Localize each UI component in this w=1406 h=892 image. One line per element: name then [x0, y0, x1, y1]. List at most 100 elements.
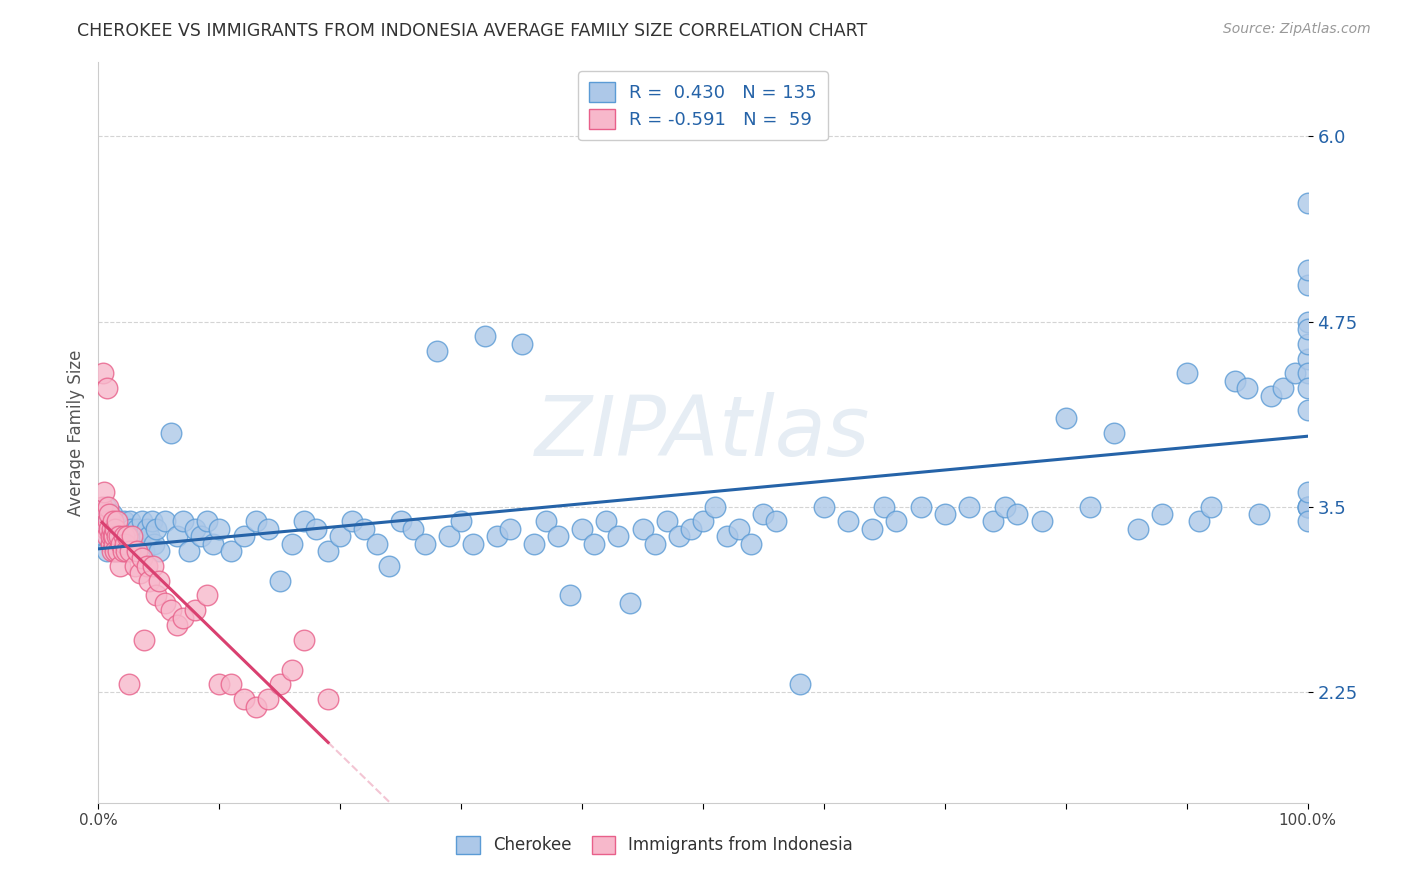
- Point: [752, 507, 775, 521]
- Point: [1296, 500, 1319, 514]
- Point: [486, 529, 509, 543]
- Point: [91, 500, 114, 514]
- Point: [316, 544, 339, 558]
- Point: [184, 522, 207, 536]
- Point: [143, 536, 166, 550]
- Point: [101, 529, 124, 543]
- Point: [474, 329, 496, 343]
- Point: [981, 515, 1004, 529]
- Point: [153, 596, 176, 610]
- Point: [873, 500, 896, 514]
- Point: [98, 522, 121, 536]
- Point: [463, 536, 485, 550]
- Point: [97, 515, 120, 529]
- Point: [97, 515, 120, 529]
- Point: [571, 522, 593, 536]
- Point: [534, 515, 557, 529]
- Point: [837, 515, 859, 529]
- Point: [105, 529, 128, 543]
- Point: [765, 515, 787, 529]
- Point: [153, 515, 176, 529]
- Point: [101, 515, 124, 529]
- Point: [94, 500, 117, 514]
- Point: [166, 618, 188, 632]
- Y-axis label: Average Family Size: Average Family Size: [66, 350, 84, 516]
- Text: ZIPAtlas: ZIPAtlas: [536, 392, 870, 473]
- Point: [1296, 403, 1319, 417]
- Point: [510, 336, 533, 351]
- Point: [1223, 374, 1246, 388]
- Point: [1249, 507, 1271, 521]
- Point: [111, 529, 134, 543]
- Point: [1296, 500, 1319, 514]
- Point: [195, 515, 218, 529]
- Point: [138, 529, 160, 543]
- Point: [740, 536, 762, 550]
- Point: [104, 522, 127, 536]
- Point: [934, 507, 956, 521]
- Point: [281, 663, 304, 677]
- Point: [450, 515, 472, 529]
- Point: [353, 522, 375, 536]
- Point: [607, 529, 630, 543]
- Point: [957, 500, 980, 514]
- Point: [111, 544, 134, 558]
- Point: [128, 536, 150, 550]
- Point: [1296, 262, 1319, 277]
- Point: [145, 589, 167, 603]
- Point: [97, 500, 120, 514]
- Point: [104, 544, 127, 558]
- Point: [1296, 515, 1319, 529]
- Point: [269, 574, 291, 588]
- Point: [813, 500, 835, 514]
- Text: CHEROKEE VS IMMIGRANTS FROM INDONESIA AVERAGE FAMILY SIZE CORRELATION CHART: CHEROKEE VS IMMIGRANTS FROM INDONESIA AV…: [77, 22, 868, 40]
- Point: [195, 589, 218, 603]
- Point: [104, 544, 127, 558]
- Point: [93, 484, 115, 499]
- Point: [135, 522, 157, 536]
- Point: [704, 500, 727, 514]
- Point: [1296, 196, 1319, 211]
- Point: [94, 522, 117, 536]
- Point: [121, 536, 143, 550]
- Point: [108, 529, 131, 543]
- Legend: Cherokee, Immigrants from Indonesia: Cherokee, Immigrants from Indonesia: [450, 829, 859, 861]
- Point: [108, 536, 131, 550]
- Point: [91, 367, 114, 381]
- Point: [134, 544, 156, 558]
- Point: [118, 544, 141, 558]
- Point: [668, 529, 690, 543]
- Point: [1128, 522, 1150, 536]
- Point: [208, 677, 231, 691]
- Point: [1296, 322, 1319, 336]
- Point: [100, 507, 122, 521]
- Point: [100, 544, 122, 558]
- Point: [1296, 500, 1319, 514]
- Point: [389, 515, 412, 529]
- Point: [716, 529, 738, 543]
- Point: [1296, 315, 1319, 329]
- Point: [329, 529, 352, 543]
- Point: [103, 536, 125, 550]
- Point: [1199, 500, 1222, 514]
- Point: [93, 529, 115, 543]
- Point: [269, 677, 291, 691]
- Point: [184, 603, 207, 617]
- Point: [96, 381, 118, 395]
- Point: [105, 515, 128, 529]
- Point: [426, 344, 449, 359]
- Text: Source: ZipAtlas.com: Source: ZipAtlas.com: [1223, 22, 1371, 37]
- Point: [1296, 277, 1319, 292]
- Point: [256, 522, 278, 536]
- Point: [547, 529, 569, 543]
- Point: [256, 692, 278, 706]
- Point: [108, 522, 131, 536]
- Point: [655, 515, 678, 529]
- Point: [114, 536, 136, 550]
- Point: [115, 544, 138, 558]
- Point: [1078, 500, 1101, 514]
- Point: [145, 522, 167, 536]
- Point: [679, 522, 702, 536]
- Point: [1188, 515, 1211, 529]
- Point: [1102, 425, 1125, 440]
